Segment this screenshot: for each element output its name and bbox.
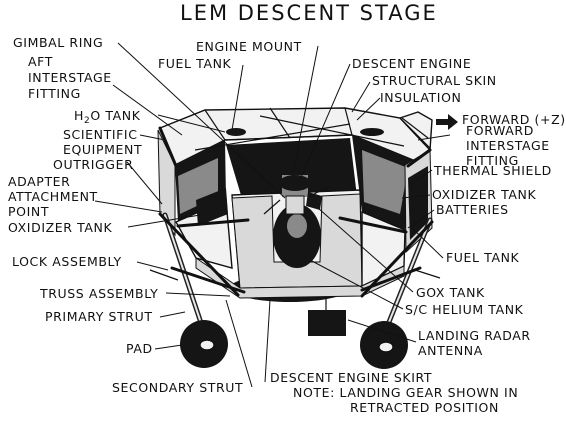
label-truss-assembly: TRUSS ASSEMBLY	[39, 286, 158, 301]
note-line2: RETRACTED POSITION	[350, 400, 499, 415]
label-structural-skin: STRUCTURAL SKIN	[372, 73, 497, 88]
label-aft-interstage-line1: AFT	[28, 54, 53, 69]
label-aft-interstage-line3: FITTING	[28, 86, 81, 101]
label-sc-helium-tank: S/C HELIUM TANK	[405, 302, 524, 317]
label-landing-radar-line1: LANDING RADAR	[418, 328, 531, 343]
diagram-title: LEM DESCENT STAGE	[180, 1, 438, 25]
label-scientific-line2: EQUIPMENT	[63, 142, 142, 157]
deck-structure	[194, 107, 405, 151]
label-adapter-line3: POINT	[8, 204, 49, 219]
label-aft-interstage-line2: INTERSTAGE	[28, 70, 112, 85]
label-descent-engine-skirt: DESCENT ENGINE SKIRT	[270, 370, 432, 385]
label-fwd-interstage-line2: INTERSTAGE	[466, 138, 550, 153]
diagram-labels: LEM DESCENT STAGE GIMBAL RING ENGINE MOU…	[8, 1, 566, 415]
label-descent-engine: DESCENT ENGINE	[352, 56, 471, 71]
label-insulation: INSULATION	[380, 90, 461, 105]
label-engine-mount: ENGINE MOUNT	[196, 39, 302, 54]
label-thermal-shield: THERMAL SHIELD	[433, 163, 552, 178]
note-line1: NOTE: LANDING GEAR SHOWN IN	[293, 385, 518, 400]
leader-lines	[94, 42, 451, 388]
label-batteries: BATTERIES	[436, 202, 509, 217]
label-fwd-interstage-line1: FORWARD	[466, 123, 534, 138]
label-fwd-interstage-line3: FITTING	[466, 153, 519, 168]
label-forward: FORWARD (+Z)	[462, 112, 566, 127]
label-adapter-line1: ADAPTER	[8, 174, 70, 189]
label-primary-strut: PRIMARY STRUT	[45, 309, 153, 324]
label-oxidizer-tank-left: OXIDIZER TANK	[8, 220, 112, 235]
landing-radar-antenna	[308, 298, 346, 336]
left-landing-gear	[149, 212, 250, 368]
descent-stage-illustration	[149, 107, 441, 369]
label-lock-assembly: LOCK ASSEMBLY	[12, 254, 122, 269]
truss-members	[158, 117, 432, 168]
label-pad: PAD	[126, 341, 153, 356]
label-gimbal-ring: GIMBAL RING	[13, 35, 103, 50]
forward-arrow-icon	[436, 114, 458, 130]
label-gox-tank: GOX TANK	[416, 285, 485, 300]
label-secondary-strut: SECONDARY STRUT	[112, 380, 243, 395]
label-outrigger: OUTRIGGER	[53, 157, 133, 172]
label-landing-radar-line2: ANTENNA	[418, 343, 483, 358]
label-fuel-tank-right: FUEL TANK	[446, 250, 520, 265]
engine-assembly	[263, 175, 331, 215]
label-oxidizer-tank-right: OXIDIZER TANK	[432, 187, 536, 202]
label-scientific-line1: SCIENTIFIC	[63, 127, 138, 142]
label-adapter-line2: ATTACHMENT	[8, 189, 98, 204]
label-h2o-tank: H2O TANK	[74, 108, 141, 126]
label-fuel-tank-top: FUEL TANK	[158, 56, 232, 71]
